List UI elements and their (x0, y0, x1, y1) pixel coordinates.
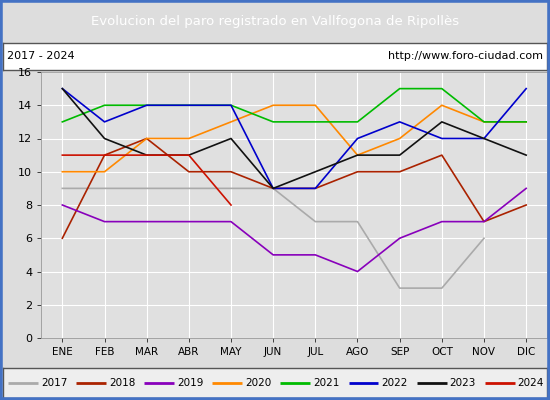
Text: 2022: 2022 (381, 378, 408, 388)
Text: 2017 - 2024: 2017 - 2024 (7, 51, 75, 61)
Text: 2024: 2024 (518, 378, 544, 388)
Text: 2023: 2023 (449, 378, 476, 388)
Text: http://www.foro-ciudad.com: http://www.foro-ciudad.com (388, 51, 543, 61)
Text: 2019: 2019 (177, 378, 204, 388)
Text: Evolucion del paro registrado en Vallfogona de Ripollès: Evolucion del paro registrado en Vallfog… (91, 14, 459, 28)
Text: 2021: 2021 (313, 378, 339, 388)
Text: 2018: 2018 (109, 378, 135, 388)
Text: 2017: 2017 (41, 378, 67, 388)
Text: 2020: 2020 (245, 378, 271, 388)
